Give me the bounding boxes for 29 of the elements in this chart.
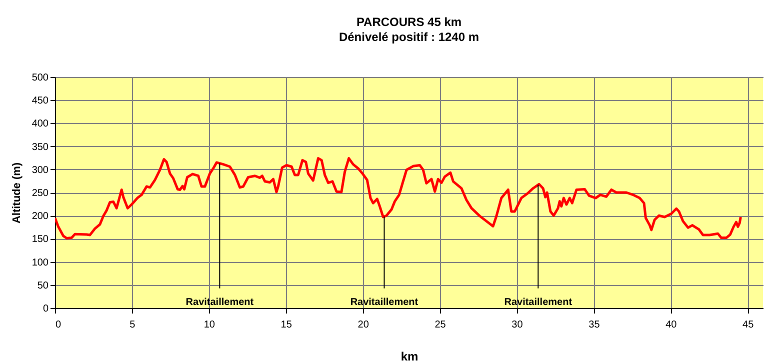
y-tick-label: 400 <box>32 118 49 130</box>
y-tick-label: 200 <box>32 211 49 222</box>
ref-line-label: Ravitaillement <box>186 297 254 308</box>
y-tick-label: 300 <box>32 164 49 176</box>
x-tick-label: 25 <box>434 320 446 330</box>
y-axis-title: Altitude (m) <box>10 162 23 224</box>
chart-subtitle: Dénivelé positif : 1240 m <box>338 30 480 44</box>
x-tick-label: 5 <box>130 320 136 330</box>
y-tick-label: 0 <box>42 304 49 314</box>
x-tick-label: 45 <box>742 320 754 330</box>
x-tick-label: 30 <box>512 320 524 330</box>
y-tick-label: 350 <box>32 142 49 153</box>
x-tick-label: 10 <box>204 320 216 330</box>
x-tick-label: 40 <box>666 320 678 330</box>
ref-line-label: Ravitaillement <box>350 297 419 308</box>
x-tick-label: 15 <box>280 320 292 330</box>
x-axis-title: km <box>400 350 418 362</box>
ref-line-label: Ravitaillement <box>504 297 573 308</box>
y-tick-label: 150 <box>32 234 49 246</box>
y-tick-label: 50 <box>37 280 49 292</box>
x-tick-label: 35 <box>588 320 600 330</box>
x-tick-label: 0 <box>56 320 62 330</box>
y-tick-label: 100 <box>32 257 49 268</box>
y-tick-label: 450 <box>32 96 49 107</box>
x-tick-label: 20 <box>358 320 370 330</box>
y-tick-label: 250 <box>32 188 49 199</box>
chart-title: PARCOURS 45 km <box>356 15 462 29</box>
line-series <box>55 157 742 240</box>
y-tick-label: 500 <box>32 72 49 84</box>
